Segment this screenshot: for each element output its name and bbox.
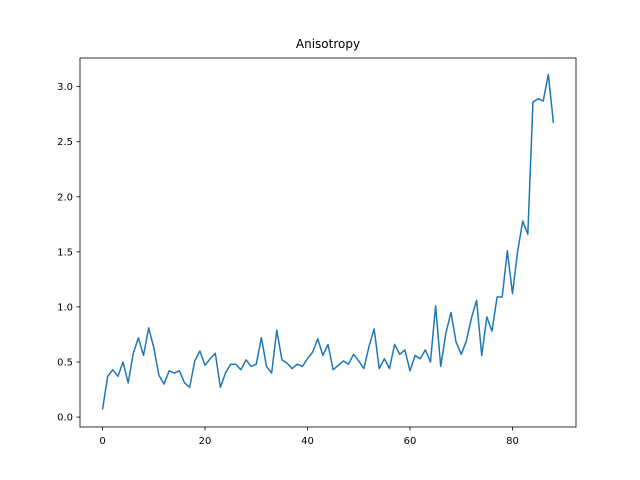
y-tick-label: 1.0 (57, 302, 73, 313)
x-tick-label: 60 (404, 436, 417, 447)
axis-ticks: 0 20 40 60 80 0.0 0.5 1.0 1.5 2.0 2.5 3.0 (57, 82, 519, 447)
y-tick-label: 3.0 (57, 82, 73, 93)
chart-title: Anisotropy (296, 37, 360, 51)
x-tick-label: 0 (99, 436, 105, 447)
x-tick-label: 20 (199, 436, 212, 447)
y-tick-label: 2.0 (57, 192, 73, 203)
y-tick-label: 0.5 (57, 358, 73, 369)
y-tick-label: 2.5 (57, 137, 73, 148)
plot-area (101, 73, 555, 410)
series-line-0 (101, 73, 555, 410)
y-tick-label: 0.0 (57, 413, 73, 424)
x-tick-label: 80 (506, 436, 519, 447)
x-tick-label: 40 (301, 436, 314, 447)
axes-frame (79, 57, 577, 428)
y-tick-label: 1.5 (57, 247, 73, 258)
